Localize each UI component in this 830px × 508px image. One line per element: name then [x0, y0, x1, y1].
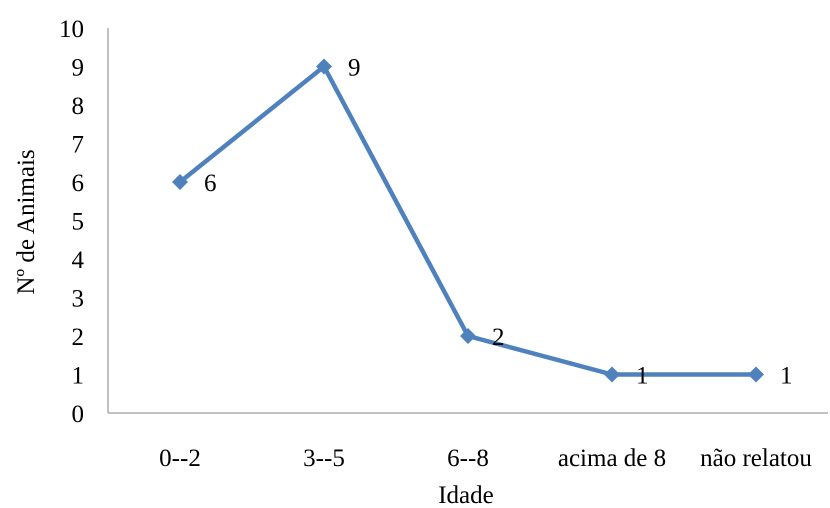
data-label: 6	[204, 170, 217, 197]
data-point-marker	[748, 366, 764, 383]
data-point-marker	[172, 174, 188, 190]
data-point-marker	[460, 328, 476, 344]
axes	[107, 28, 828, 414]
x-tick-label: 3--5	[303, 445, 345, 472]
y-tick-labels: 0 1 2 3 4 5 6 7 8 9 10	[59, 16, 85, 428]
y-tick-label: 4	[72, 247, 85, 274]
series	[172, 58, 764, 383]
x-tick-labels: 0--2 3--5 6--8 acima de 8 não relatou	[159, 445, 812, 472]
data-label: 1	[780, 363, 793, 390]
y-axis-title: Nº de Animais	[13, 149, 40, 294]
y-tick-label: 3	[72, 286, 85, 313]
x-axis-title: Idade	[438, 482, 494, 508]
x-tick-label: não relatou	[700, 445, 812, 472]
y-tick-label: 0	[72, 401, 85, 428]
y-tick-label: 9	[72, 55, 85, 82]
y-tick-label: 6	[72, 170, 85, 197]
x-tick-label: 6--8	[447, 445, 489, 472]
y-tick-label: 2	[72, 324, 85, 351]
y-tick-label: 8	[72, 93, 85, 120]
y-tick-label: 5	[72, 209, 85, 236]
data-labels: 6 9 2 1 1	[204, 55, 793, 390]
data-point-marker	[604, 366, 620, 383]
y-tick-label: 1	[72, 363, 85, 390]
x-tick-label: 0--2	[159, 445, 201, 472]
y-tick-label: 7	[72, 132, 85, 159]
data-label: 1	[636, 363, 649, 390]
data-label: 9	[348, 55, 361, 82]
data-label: 2	[492, 324, 505, 351]
data-point-marker	[316, 58, 332, 75]
x-tick-label: acima de 8	[558, 445, 666, 472]
y-tick-label: 10	[59, 16, 84, 43]
